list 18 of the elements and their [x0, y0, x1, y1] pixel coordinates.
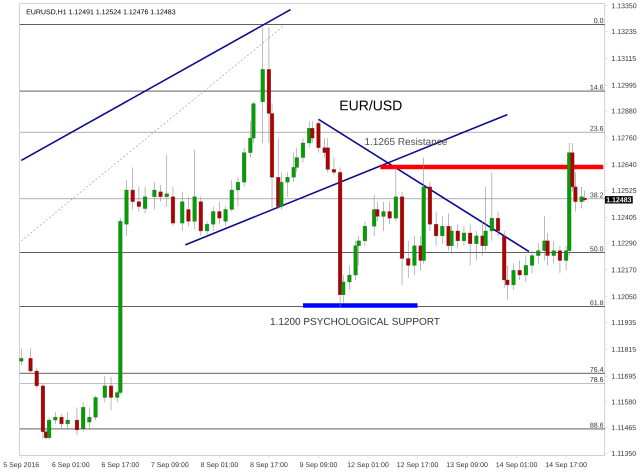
- candlestick: [59, 414, 64, 428]
- candlestick: [66, 412, 70, 430]
- candlestick: [558, 245, 562, 274]
- text: EUR/USD: [340, 100, 402, 111]
- candlestick: [285, 172, 290, 198]
- candlestick: [94, 395, 98, 420]
- candlestick: [462, 226, 466, 246]
- annotation: 1.1200 PSYCHOLOGICAL SUPPORT: [270, 318, 440, 325]
- candlestick: [326, 138, 330, 173]
- candlestick: [511, 263, 516, 290]
- candlestick: [300, 138, 305, 163]
- candlestick: [204, 221, 210, 236]
- candlestick: [28, 348, 33, 374]
- candlestick: [74, 407, 79, 436]
- candlestick: [381, 201, 386, 232]
- candlestick: [552, 240, 556, 264]
- candlestick: [496, 211, 500, 236]
- candlestick: [332, 157, 336, 176]
